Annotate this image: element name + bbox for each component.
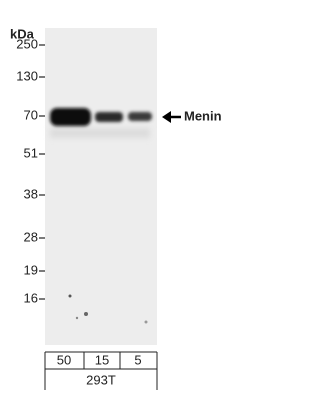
speck (68, 294, 72, 298)
band (50, 108, 91, 126)
band (95, 112, 123, 122)
band (128, 112, 152, 121)
speck (84, 312, 88, 316)
marker-label: 130 (16, 68, 38, 83)
lane-label: 15 (95, 352, 109, 367)
generated-labels: 250 130 70 51 38 28 19 16 50 15 5 (16, 36, 141, 367)
marker-label: 250 (16, 36, 38, 51)
marker-label: 28 (24, 229, 38, 244)
membrane-shade (45, 28, 157, 345)
smear (50, 128, 150, 138)
unit-label: kDa (10, 26, 35, 41)
lane-label: 50 (57, 352, 71, 367)
marker-label: 70 (24, 107, 38, 122)
lane-label: 5 (134, 352, 141, 367)
page: {"unit": "kDa", "markers": ["250", "130"… (10, 26, 222, 390)
speck (144, 320, 148, 324)
target-label: Menin (184, 108, 222, 123)
blot-figure: kDa Menin 293T 250 130 70 51 38 28 19 16 50 15 5 (10, 26, 222, 390)
marker-label: 19 (24, 262, 38, 277)
speck (75, 316, 79, 320)
arrow-head (162, 111, 171, 123)
sample-label: 293T (86, 372, 116, 387)
marker-label: 51 (24, 145, 38, 160)
marker-label: 16 (24, 290, 38, 305)
membrane (45, 28, 157, 345)
marker-label: 38 (24, 186, 38, 201)
